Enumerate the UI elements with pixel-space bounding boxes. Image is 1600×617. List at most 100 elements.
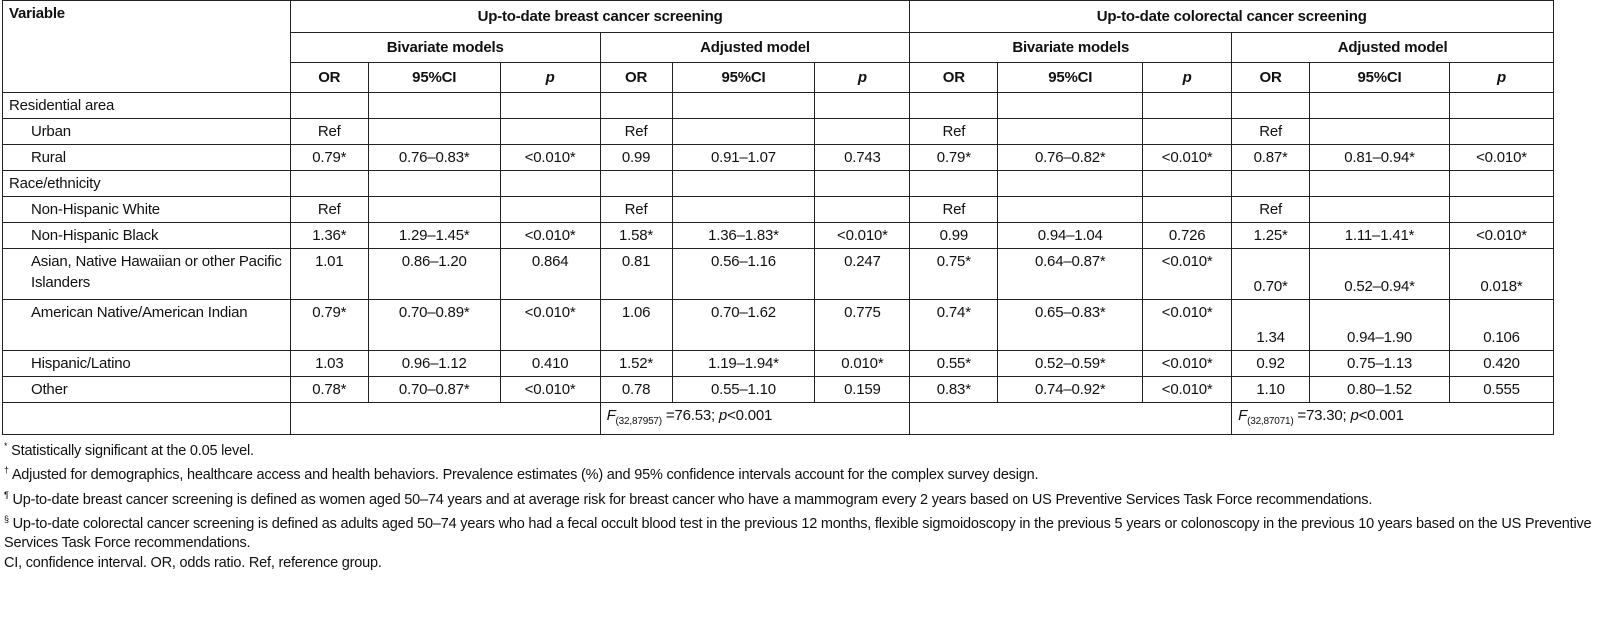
table-cell: 1.11–1.41* xyxy=(1309,222,1450,249)
table-row: Hispanic/Latino 1.03 0.96–1.12 0.410 1.52* 1.… xyxy=(2,350,1555,377)
table-cell: 0.864 xyxy=(499,248,601,300)
p-value: <0.001 xyxy=(1358,407,1404,424)
colorectal-bivariate-header: Bivariate models xyxy=(909,32,1233,63)
table-cell: <0.010* xyxy=(1448,222,1555,249)
row-label: Hispanic/Latino xyxy=(2,350,291,377)
row-label: Non-Hispanic Black xyxy=(2,222,291,249)
table-cell: 0.018* xyxy=(1448,248,1555,300)
breast-bivariate-header: Bivariate models xyxy=(289,32,601,63)
table-cell: 0.70* xyxy=(1231,248,1311,300)
table-cell xyxy=(599,170,673,197)
table-row: Asian, Native Hawaiian or other Pacific … xyxy=(2,248,1555,300)
column-header-or: OR xyxy=(289,62,369,93)
table-cell xyxy=(599,92,673,119)
table-cell xyxy=(1309,170,1450,197)
table-cell: <0.010* xyxy=(814,222,911,249)
column-header-ci: 95%CI xyxy=(997,62,1144,93)
table-cell: 0.96–1.12 xyxy=(367,350,501,377)
empty-cell xyxy=(289,402,601,435)
table-cell xyxy=(499,92,601,119)
table-cell xyxy=(997,170,1144,197)
table-cell: <0.010* xyxy=(1142,248,1233,300)
column-header-p: p xyxy=(814,62,911,93)
footnote: ¶ Up-to-date breast cancer screening is … xyxy=(4,486,1600,510)
table-cell: 0.74–0.92* xyxy=(997,376,1144,403)
table-cell xyxy=(1448,196,1555,223)
table-cell: 0.94–1.90 xyxy=(1309,299,1450,351)
results-table: Variable Up-to-date breast cancer screen… xyxy=(2,0,1555,435)
table-cell: Ref xyxy=(599,196,673,223)
table-cell xyxy=(499,170,601,197)
table-cell: 1.36* xyxy=(289,222,369,249)
table-cell xyxy=(1142,196,1233,223)
table-cell xyxy=(289,170,369,197)
table-cell: 1.58* xyxy=(599,222,673,249)
table-cell: <0.010* xyxy=(499,299,601,351)
footnote-symbol: § xyxy=(4,513,9,524)
footnote-text: Up-to-date colorectal cancer screening i… xyxy=(4,515,1592,552)
table-cell: 0.99 xyxy=(909,222,999,249)
table-row: Non-Hispanic Black 1.36* 1.29–1.45* <0.010*… xyxy=(2,222,1555,249)
table-cell: 0.81–0.94* xyxy=(1309,144,1450,171)
table-cell: 0.775 xyxy=(814,299,911,351)
footnote-text: Up-to-date breast cancer screening is de… xyxy=(8,491,1373,508)
table-cell: <0.010* xyxy=(1448,144,1555,171)
table-cell: 0.70–0.89* xyxy=(367,299,501,351)
table-cell xyxy=(1448,118,1555,145)
column-header-ci: 95%CI xyxy=(367,62,501,93)
variable-header: Variable xyxy=(2,0,291,93)
table-cell: 0.99 xyxy=(599,144,673,171)
table-cell xyxy=(671,92,816,119)
footnote: § Up-to-date colorectal cancer screening… xyxy=(4,510,1600,554)
table-cell: 0.555 xyxy=(1448,376,1555,403)
table-cell: <0.010* xyxy=(499,222,601,249)
table-cell: 0.410 xyxy=(499,350,601,377)
table-cell: <0.010* xyxy=(1142,376,1233,403)
breast-screening-header: Up-to-date breast cancer screening xyxy=(289,0,911,33)
table-cell: 0.70–0.87* xyxy=(367,376,501,403)
table-cell xyxy=(1448,170,1555,197)
table-cell: 0.420 xyxy=(1448,350,1555,377)
table-cell: 1.52* xyxy=(599,350,673,377)
table-cell: 0.55–1.10 xyxy=(671,376,816,403)
table-cell: Ref xyxy=(909,196,999,223)
table-cell: 1.29–1.45* xyxy=(367,222,501,249)
column-header-ci: 95%CI xyxy=(671,62,816,93)
row-label: Rural xyxy=(2,144,291,171)
footnote-symbol: ¶ xyxy=(4,489,9,500)
table-cell xyxy=(367,118,501,145)
table-cell: 0.726 xyxy=(1142,222,1233,249)
table-cell xyxy=(814,170,911,197)
f-value: =76.53; xyxy=(661,407,719,424)
footnote: * Statistically significant at the 0.05 … xyxy=(4,437,1600,461)
colorectal-screening-header: Up-to-date colorectal cancer screening xyxy=(909,0,1554,33)
table-cell: 0.76–0.82* xyxy=(997,144,1144,171)
empty-cell xyxy=(909,402,1233,435)
table-cell: 0.79* xyxy=(289,144,369,171)
table-cell: 1.06 xyxy=(599,299,673,351)
table-cell: 0.75–1.13 xyxy=(1309,350,1450,377)
table-cell: Ref xyxy=(289,118,369,145)
table-cell: 0.80–1.52 xyxy=(1309,376,1450,403)
p-symbol: p xyxy=(718,407,728,424)
table-cell xyxy=(499,196,601,223)
table-cell: 0.65–0.83* xyxy=(997,299,1144,351)
table-cell: <0.010* xyxy=(1142,144,1233,171)
table-cell: 0.55* xyxy=(909,350,999,377)
table-cell xyxy=(1231,92,1311,119)
table-cell: 1.25* xyxy=(1231,222,1311,249)
footnote-text: CI, confidence interval. OR, odds ratio.… xyxy=(4,554,382,571)
row-label: Residential area xyxy=(2,92,291,119)
table-cell: 1.36–1.83* xyxy=(671,222,816,249)
table-cell xyxy=(1309,118,1450,145)
table-cell xyxy=(814,196,911,223)
table-cell: 0.79* xyxy=(289,299,369,351)
table-cell: 0.52–0.59* xyxy=(997,350,1144,377)
f-statistic: F(32,87071) =73.30; p<0.001 xyxy=(1231,402,1554,435)
p-value: <0.001 xyxy=(727,407,773,424)
column-header-p: p xyxy=(1142,62,1233,93)
p-symbol: p xyxy=(1350,407,1359,424)
footnote-text: Statistically significant at the 0.05 le… xyxy=(7,442,254,459)
table-cell xyxy=(1448,92,1555,119)
table-cell: 0.86–1.20 xyxy=(367,248,501,300)
